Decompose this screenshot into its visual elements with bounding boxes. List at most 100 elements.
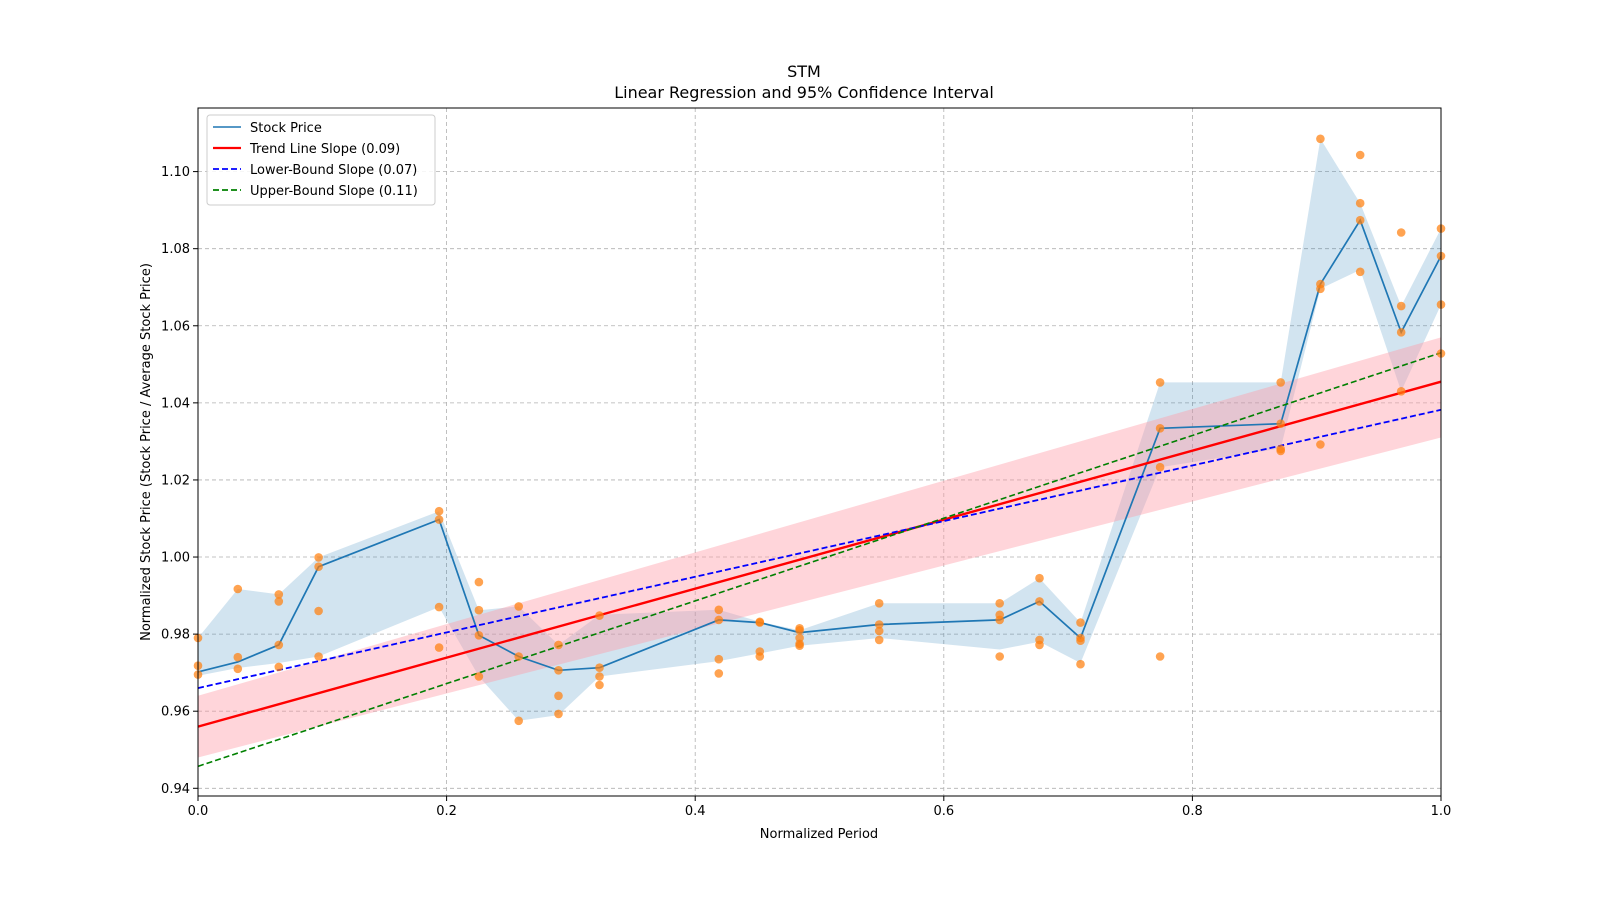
scatter-point <box>554 640 563 650</box>
scatter-point <box>314 562 323 571</box>
scatter-point <box>1035 597 1044 606</box>
scatter-point <box>1396 387 1406 396</box>
confidence-bands <box>198 138 1441 758</box>
scatter-point <box>514 602 523 611</box>
scatter-point <box>434 506 444 516</box>
legend-label-lower-bound: Lower-Bound Slope (0.07) <box>250 163 417 178</box>
scatter-point <box>274 662 284 672</box>
scatter-point <box>1276 378 1285 387</box>
scatter-point <box>233 652 243 662</box>
scatter-point <box>595 611 604 620</box>
y-tick-label: 1.06 <box>161 319 190 334</box>
scatter-point <box>274 640 284 650</box>
y-axis-ticks: 0.94 0.96 0.98 1.00 1.02 1.04 1.06 1.08 1.10 <box>161 165 198 797</box>
scatter-point <box>474 577 484 587</box>
scatter-point <box>434 602 444 612</box>
scatter-point <box>474 605 484 615</box>
scatter-point <box>1076 659 1085 669</box>
scatter-point <box>434 515 444 524</box>
scatter-point <box>233 664 243 674</box>
scatter-point <box>795 626 804 635</box>
legend-label-trend-line: Trend Line Slope (0.09) <box>249 142 400 157</box>
scatter-point <box>554 709 563 719</box>
chart-subtitle: Linear Regression and 95% Confidence Int… <box>614 83 994 102</box>
x-tick-label: 0.8 <box>1182 804 1203 819</box>
y-tick-label: 0.96 <box>161 705 190 720</box>
scatter-point <box>1276 419 1285 429</box>
scatter-point <box>595 672 604 681</box>
scatter-point <box>595 663 604 672</box>
scatter-point <box>1355 150 1365 160</box>
legend-label-upper-bound: Upper-Bound Slope (0.11) <box>250 184 418 199</box>
scatter-point <box>314 553 323 562</box>
scatter-point <box>1155 462 1165 472</box>
scatter-point <box>995 615 1004 625</box>
scatter-point <box>1355 198 1365 208</box>
y-tick-label: 1.00 <box>161 551 190 566</box>
scatter-point <box>1076 636 1085 645</box>
scatter-point <box>474 672 484 681</box>
scatter-point <box>514 652 523 661</box>
upper-bound-line <box>197 351 1442 768</box>
y-axis-label: Normalized Stock Price (Stock Price / Av… <box>139 263 154 641</box>
scatter-point <box>1355 215 1365 225</box>
scatter-point <box>1396 228 1406 237</box>
scatter-point <box>755 618 765 627</box>
scatter-point <box>755 652 765 661</box>
scatter-point <box>1155 652 1165 661</box>
series-lines <box>197 218 1442 768</box>
x-tick-label: 0.4 <box>685 804 706 819</box>
trend-line <box>197 380 1442 728</box>
x-tick-label: 0.0 <box>188 804 209 819</box>
scatter-point <box>874 620 884 629</box>
x-axis-label: Normalized Period <box>760 827 878 842</box>
scatter-point <box>434 643 444 652</box>
scatter-point <box>1035 573 1044 583</box>
scatter-point <box>995 599 1004 608</box>
scatter-point <box>314 606 323 616</box>
x-axis-ticks: 0.0 0.2 0.4 0.6 0.8 1.0 <box>188 796 1452 819</box>
scatter-point <box>514 716 523 726</box>
scatter-point <box>474 631 484 640</box>
scatter-point <box>274 597 284 606</box>
scatter-point <box>1316 440 1325 449</box>
scatter-point <box>714 654 724 664</box>
y-tick-label: 0.94 <box>161 782 190 797</box>
scatter-point <box>554 691 563 701</box>
y-tick-label: 0.98 <box>161 628 190 643</box>
scatter-point <box>1155 424 1165 433</box>
scatter-point <box>314 652 323 661</box>
scatter-point <box>1076 618 1085 627</box>
scatter-point <box>874 626 884 636</box>
scatter-point <box>1316 134 1325 144</box>
scatter-point <box>874 635 884 645</box>
scatter-point <box>1276 446 1285 456</box>
x-tick-label: 0.6 <box>933 804 954 819</box>
scatter-point <box>795 641 804 650</box>
scatter-point <box>274 590 284 599</box>
scatter-point <box>233 584 243 594</box>
chart-title: STM <box>787 62 821 81</box>
stock-price-band <box>198 138 1441 721</box>
scatter-point <box>714 669 724 678</box>
scatter-point <box>595 680 604 690</box>
stock-price-line <box>197 218 1442 673</box>
scatter-point <box>874 599 884 608</box>
legend-box <box>206 114 436 206</box>
y-tick-label: 1.08 <box>161 242 190 257</box>
lower-bound-line <box>197 408 1442 689</box>
legend-label-stock-price: Stock Price <box>250 121 322 136</box>
scatter-point <box>1316 284 1325 294</box>
y-tick-label: 1.02 <box>161 473 190 488</box>
x-tick-label: 0.2 <box>436 804 457 819</box>
scatter-point <box>554 666 563 675</box>
legend: Stock Price Trend Line Slope (0.09) Lowe… <box>206 114 436 206</box>
y-tick-label: 1.10 <box>161 165 190 180</box>
scatter-point <box>714 605 724 615</box>
scatter-point <box>714 615 724 625</box>
x-tick-label: 1.0 <box>1431 804 1452 819</box>
scatter-point <box>1396 301 1406 311</box>
scatter-point <box>1355 267 1365 277</box>
trend-confidence-band <box>198 337 1441 758</box>
